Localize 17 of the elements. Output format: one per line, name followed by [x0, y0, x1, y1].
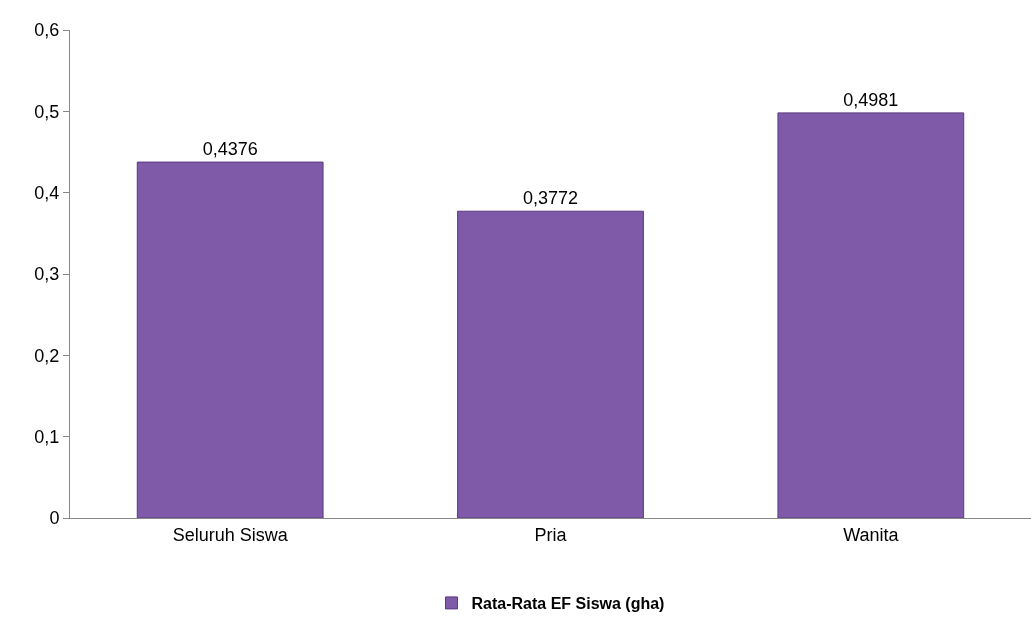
- y-tick-label: 0: [49, 508, 60, 529]
- data-label: 0,3772: [522, 188, 579, 209]
- y-tick-label: 0,5: [34, 101, 60, 122]
- y-tick-label: 0,4: [34, 182, 60, 203]
- y-tick-label: 0,3: [34, 264, 60, 285]
- y-tick-label: 0,1: [34, 426, 60, 447]
- x-tick-label: Wanita: [843, 524, 900, 545]
- y-tick-label: 0,6: [34, 20, 60, 41]
- bar: [457, 210, 644, 518]
- x-tick-label: Pria: [534, 524, 568, 545]
- bar: [777, 112, 965, 518]
- legend-label: Rata-Rata EF Siswa (gha): [471, 595, 665, 613]
- x-tick-label: Seluruh Siswa: [172, 524, 289, 545]
- y-tick-label: 0,2: [34, 345, 60, 366]
- data-label: 0,4981: [843, 89, 899, 110]
- data-label: 0,4376: [202, 139, 258, 160]
- bar: [136, 161, 324, 518]
